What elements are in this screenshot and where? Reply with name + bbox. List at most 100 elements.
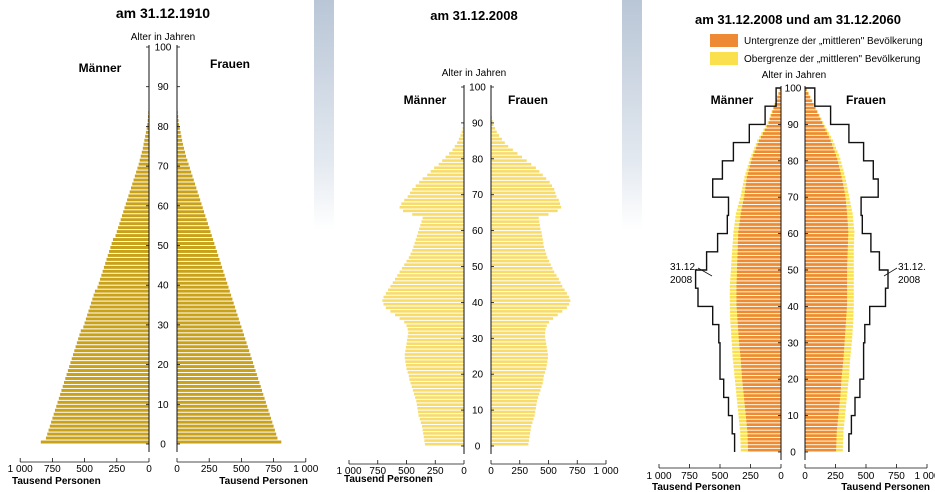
p1910-bar-frauen bbox=[177, 214, 206, 218]
p2008-bar-maenner bbox=[422, 424, 464, 428]
p1910-bar-maenner bbox=[133, 178, 149, 182]
p2008-bar-maenner bbox=[403, 209, 464, 213]
p1910-ytick-label-20: 20 bbox=[157, 360, 169, 371]
p2008-bar-frauen bbox=[491, 299, 571, 302]
legend-obergrenze-swatch bbox=[710, 52, 738, 65]
p1910-bar-maenner bbox=[78, 337, 149, 341]
p2060-bar-untergrenze-maenner bbox=[736, 288, 781, 292]
p2060-bar-untergrenze-frauen bbox=[805, 299, 848, 303]
p1910-bar-maenner bbox=[65, 377, 149, 380]
p2060-bar-untergrenze-maenner bbox=[744, 405, 781, 408]
p1910-bar-frauen bbox=[177, 246, 216, 249]
p2008-bar-frauen bbox=[491, 439, 529, 442]
p2060-bar-untergrenze-frauen bbox=[805, 361, 844, 365]
p2008-bar-frauen bbox=[491, 295, 570, 299]
p1910-bar-frauen bbox=[177, 238, 214, 242]
p2008-bar-frauen bbox=[491, 166, 536, 170]
annotation-left-line2: 2008 bbox=[670, 275, 693, 286]
p2060-bar-untergrenze-frauen bbox=[805, 146, 834, 150]
p2008-bar-frauen bbox=[491, 159, 527, 162]
p1910-bar-maenner bbox=[52, 416, 149, 420]
p2008-bar-frauen bbox=[491, 428, 531, 432]
p2060-untergrenze-bars bbox=[736, 88, 849, 452]
p2060-bar-untergrenze-frauen bbox=[805, 212, 848, 215]
p2060-bar-untergrenze-maenner bbox=[746, 179, 781, 183]
p1910-bar-maenner bbox=[109, 249, 149, 253]
p2008-bar-frauen bbox=[491, 292, 567, 295]
p2060-bar-untergrenze-frauen bbox=[805, 339, 845, 343]
p2060-bar-untergrenze-maenner bbox=[772, 110, 781, 113]
p2060-bar-untergrenze-maenner bbox=[737, 266, 781, 270]
p2060-bar-untergrenze-frauen bbox=[805, 164, 840, 168]
p1910-bar-maenner bbox=[146, 126, 149, 130]
p2008-bar-frauen bbox=[491, 202, 560, 205]
p2008-bar-maenner bbox=[419, 417, 464, 421]
p1910-bar-maenner bbox=[147, 114, 149, 118]
p1910-bar-maenner bbox=[125, 202, 149, 206]
p2060-bar-untergrenze-frauen bbox=[805, 372, 842, 376]
panel-2008-left-label: Männer bbox=[404, 93, 447, 107]
panel-2060-title: am 31.12.2008 und am 31.12.2060 bbox=[695, 12, 901, 27]
p1910-bar-frauen bbox=[177, 325, 242, 329]
p2060-bar-untergrenze-maenner bbox=[776, 99, 781, 103]
p2060-bar-untergrenze-frauen bbox=[805, 274, 848, 277]
p2060-bar-untergrenze-frauen bbox=[805, 270, 848, 274]
p2008-bar-frauen bbox=[491, 345, 547, 349]
p1910-bar-maenner bbox=[136, 170, 149, 174]
p1910-bar-frauen bbox=[177, 150, 185, 154]
p2060-bar-untergrenze-frauen bbox=[805, 321, 846, 325]
p1910-bar-maenner bbox=[88, 309, 149, 313]
p2060-bar-untergrenze-maenner bbox=[744, 397, 781, 401]
p2060-bar-untergrenze-frauen bbox=[805, 223, 848, 226]
p1910-bar-frauen bbox=[177, 234, 212, 238]
p1910-ytick-label-40: 40 bbox=[157, 281, 169, 292]
p2008-bar-maenner bbox=[406, 367, 464, 371]
p2008-bar-frauen bbox=[491, 277, 559, 281]
panel-2060-ylabel: Alter in Jahren bbox=[762, 70, 826, 81]
p2008-bar-maenner bbox=[415, 396, 464, 399]
p2008-bar-maenner bbox=[409, 378, 464, 381]
p1910-bar-maenner bbox=[57, 400, 149, 404]
p1910-bar-frauen bbox=[177, 253, 219, 257]
p2008-bar-frauen bbox=[491, 259, 550, 263]
p2060-xtick-label-l-2: 500 bbox=[712, 471, 729, 482]
p2008-bar-maenner bbox=[423, 432, 464, 435]
p2060-bar-untergrenze-maenner bbox=[738, 226, 781, 230]
p2008-bar-maenner bbox=[420, 223, 464, 227]
p1910-bar-frauen bbox=[177, 365, 255, 369]
p2008-bar-frauen bbox=[491, 184, 552, 188]
p2060-bar-untergrenze-maenner bbox=[753, 154, 781, 157]
p1910-bar-maenner bbox=[92, 297, 149, 301]
p1910-bar-maenner bbox=[139, 158, 149, 162]
p1910-bar-frauen bbox=[177, 242, 215, 245]
p1910-bar-maenner bbox=[98, 281, 149, 285]
p1910-bar-maenner bbox=[124, 206, 149, 210]
p2060-bar-untergrenze-frauen bbox=[805, 248, 848, 252]
p2008-bar-frauen bbox=[491, 137, 502, 141]
p1910-bar-maenner bbox=[49, 424, 149, 428]
p2060-ytick-label-0: 0 bbox=[790, 448, 796, 459]
p1910-bar-frauen bbox=[177, 257, 220, 261]
p2060-bar-untergrenze-maenner bbox=[740, 361, 781, 365]
p1910-xtick-label-r-4: 1 000 bbox=[293, 464, 318, 475]
p1910-xtick-label-l-1: 750 bbox=[44, 464, 61, 475]
p2008-bar-maenner bbox=[415, 184, 464, 188]
p2008-bar-maenner bbox=[390, 310, 464, 313]
p1910-bar-frauen bbox=[177, 174, 193, 178]
p2008-bar-maenner bbox=[422, 428, 464, 432]
p2060-bar-untergrenze-maenner bbox=[737, 245, 781, 248]
p2008-bar-frauen bbox=[491, 245, 544, 249]
p2008-bar-frauen bbox=[491, 270, 555, 274]
p2060-bar-untergrenze-frauen bbox=[805, 197, 846, 201]
p2060-bar-untergrenze-maenner bbox=[736, 306, 781, 310]
p2008-bar-maenner bbox=[405, 349, 464, 353]
p1910-bar-frauen bbox=[177, 198, 201, 202]
p1910-bar-frauen bbox=[177, 206, 203, 210]
p2008-xtick-label-l-3: 250 bbox=[427, 466, 444, 477]
p2060-bar-untergrenze-frauen bbox=[805, 113, 819, 117]
p2008-bar-frauen bbox=[491, 119, 493, 123]
p2008-bar-maenner bbox=[399, 317, 464, 320]
p2060-bar-untergrenze-frauen bbox=[805, 259, 848, 263]
p2008-bar-maenner bbox=[407, 335, 464, 338]
p1910-bar-maenner bbox=[141, 150, 149, 154]
